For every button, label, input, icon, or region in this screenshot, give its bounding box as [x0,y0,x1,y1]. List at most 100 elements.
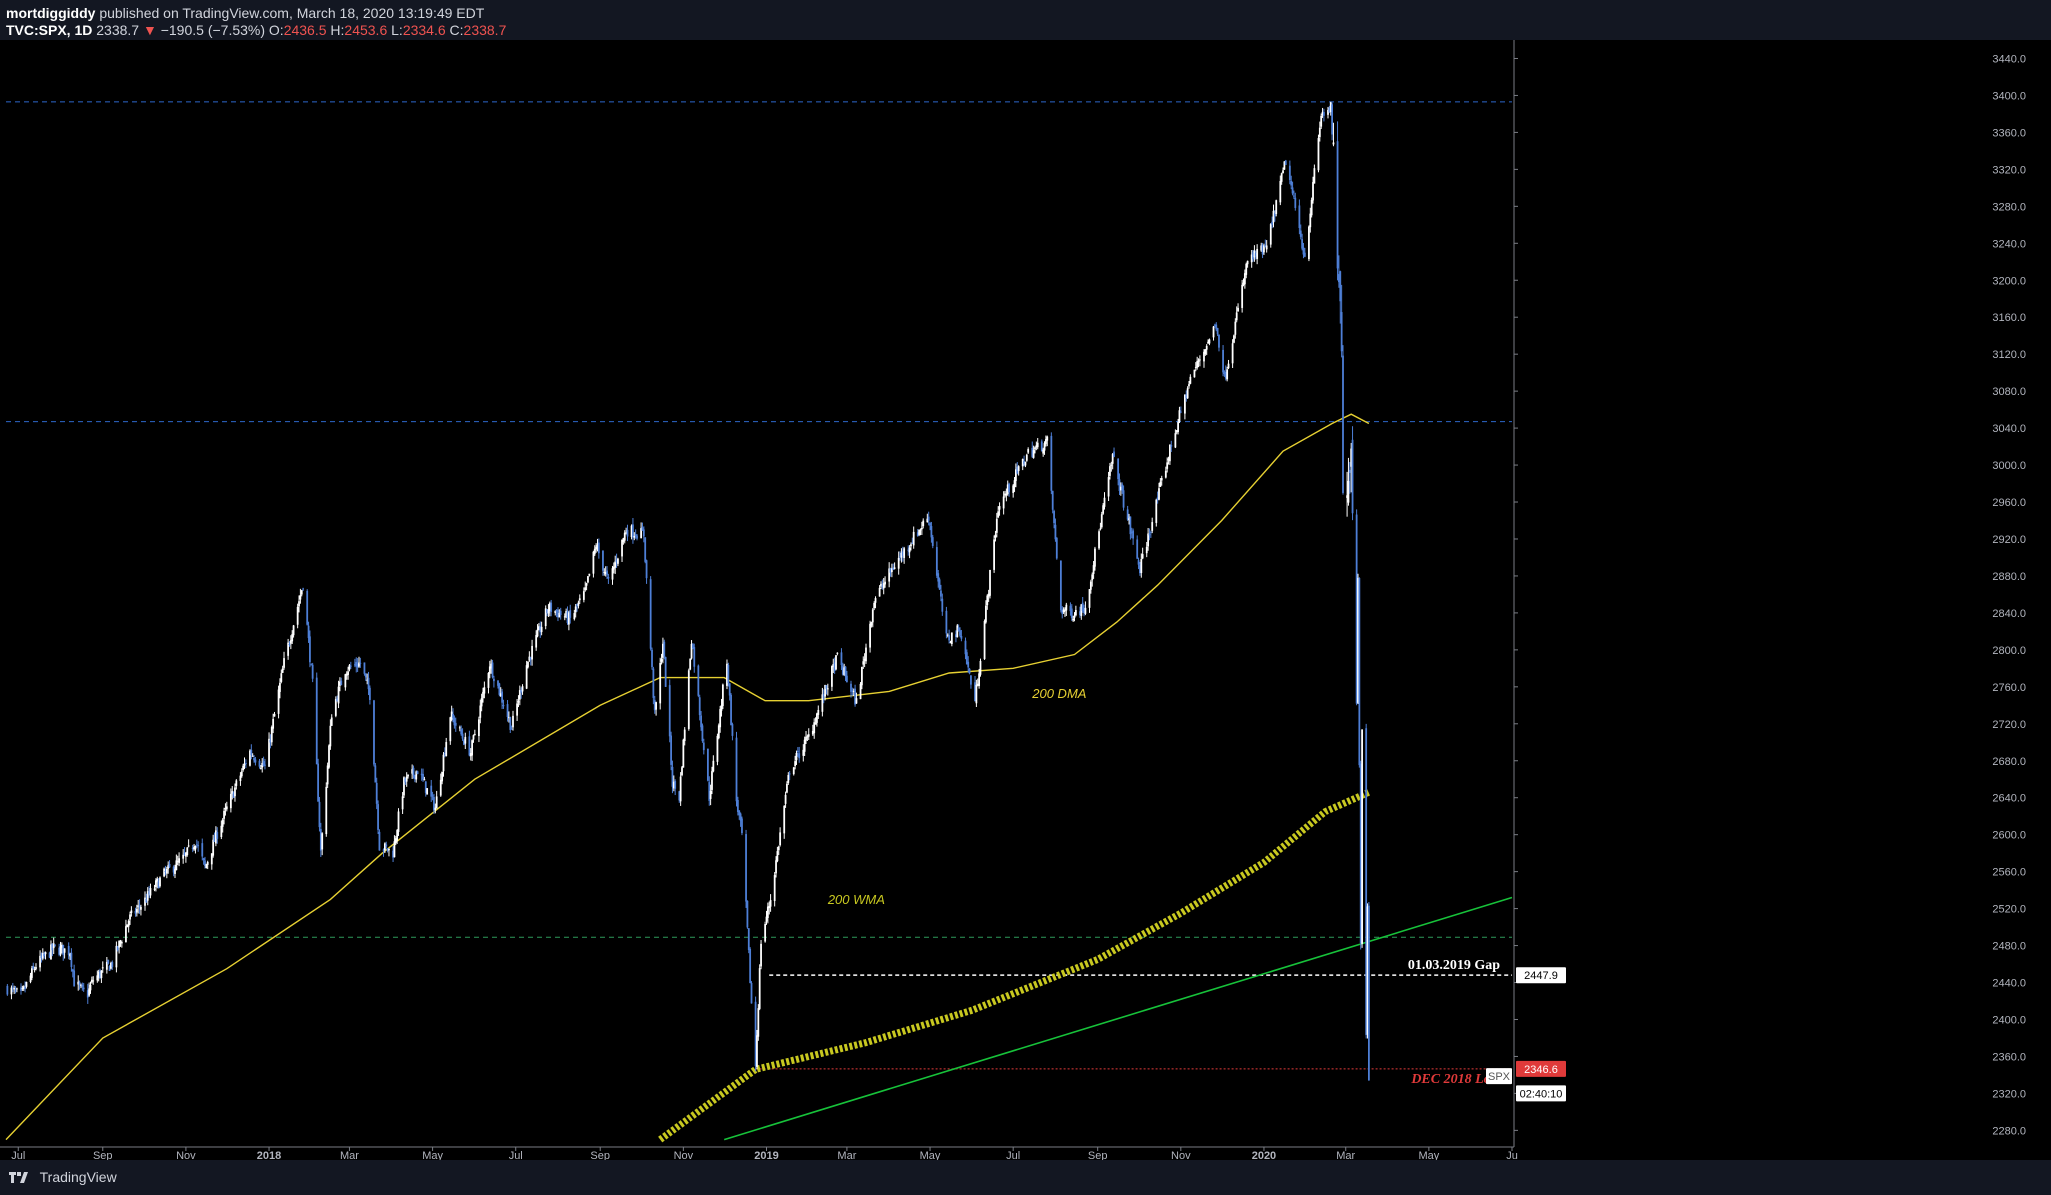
candle-up[interactable] [681,767,683,776]
candle-up[interactable] [690,643,693,659]
candle-up[interactable] [625,532,628,534]
candle-up[interactable] [527,661,529,668]
candle-down[interactable] [452,713,454,719]
candle-up[interactable] [1205,345,1208,350]
candle-down[interactable] [315,677,318,765]
candle-up[interactable] [206,862,209,865]
candle-down[interactable] [134,910,137,914]
candle-up[interactable] [611,568,614,580]
candle-down[interactable] [929,523,931,526]
candle-down[interactable] [1271,221,1274,225]
candle-down[interactable] [1365,728,1368,1036]
candle-down[interactable] [974,682,976,702]
candle-down[interactable] [615,559,618,563]
candle-up[interactable] [1280,173,1283,182]
candle-up[interactable] [221,819,224,827]
candle-down[interactable] [1222,349,1224,373]
candle-up[interactable] [640,528,643,539]
candle-down[interactable] [404,778,407,783]
candle-down[interactable] [741,818,743,834]
candle-up[interactable] [726,663,728,686]
candle-up[interactable] [630,525,633,538]
candle-up[interactable] [167,865,170,869]
candle-up[interactable] [394,838,397,843]
candle-up[interactable] [1017,466,1020,472]
candle-down[interactable] [960,635,963,639]
candle-up[interactable] [1237,307,1239,312]
candle-down[interactable] [318,801,321,828]
candle-up[interactable] [1100,514,1103,528]
candle-down[interactable] [1008,483,1010,493]
candle-down[interactable] [201,843,204,857]
candle-down[interactable] [691,644,694,649]
candle-down[interactable] [1223,372,1226,375]
candle-up[interactable] [329,725,332,747]
candle-up[interactable] [469,753,472,757]
candle-up[interactable] [573,613,576,620]
candle-up[interactable] [441,771,444,782]
candle-down[interactable] [854,688,856,705]
candle-up[interactable] [717,725,720,739]
candle-down[interactable] [520,689,523,693]
candle-down[interactable] [378,831,381,851]
candle-up[interactable] [205,864,208,868]
candle-down[interactable] [412,767,415,776]
candle-down[interactable] [738,810,741,816]
candle-down[interactable] [927,516,930,521]
candle-up[interactable] [1256,248,1259,259]
candle-down[interactable] [697,665,700,696]
candle-down[interactable] [664,657,667,687]
candle-up[interactable] [240,771,243,777]
candle-up[interactable] [871,609,874,623]
candle-down[interactable] [340,680,343,686]
candle-up[interactable] [784,794,787,804]
candle-up[interactable] [836,652,839,654]
candle-down[interactable] [1323,112,1325,116]
candle-up[interactable] [296,606,299,625]
candle-up[interactable] [140,906,142,910]
candle-up[interactable] [760,943,762,967]
candle-up[interactable] [716,735,719,762]
candle-up[interactable] [1062,609,1065,613]
candle-up[interactable] [270,727,273,743]
candle-down[interactable] [336,698,339,701]
candle-up[interactable] [582,591,585,600]
candle-up[interactable] [617,558,619,564]
candle-up[interactable] [1012,485,1015,493]
author-name[interactable]: mortdiggiddy [6,5,96,21]
candle-up[interactable] [1329,102,1332,113]
candle-up[interactable] [1226,369,1229,380]
candle-down[interactable] [670,735,672,765]
candle-up[interactable] [126,924,129,928]
candle-up[interactable] [865,647,867,662]
candle-down[interactable] [81,984,84,987]
candle-down[interactable] [1070,608,1073,618]
candle-up[interactable] [1002,496,1005,509]
candle-down[interactable] [1216,328,1219,335]
candle-down[interactable] [356,664,359,668]
candle-down[interactable] [1016,466,1019,474]
candle-up[interactable] [824,684,827,697]
candle-up[interactable] [535,635,538,648]
candle-down[interactable] [431,795,434,797]
candle-up[interactable] [1197,360,1200,362]
candle-up[interactable] [721,684,724,706]
candle-up[interactable] [1091,574,1094,581]
candle-up[interactable] [779,832,782,846]
candle-up[interactable] [777,846,780,851]
candle-up[interactable] [517,701,520,703]
candle-up[interactable] [231,791,234,795]
candle-up[interactable] [287,642,290,656]
candle-down[interactable] [698,697,701,716]
candle-down[interactable] [1359,763,1362,944]
candle-up[interactable] [1253,250,1256,258]
candle-down[interactable] [1069,605,1072,612]
candle-up[interactable] [69,954,71,957]
candle-up[interactable] [985,605,987,623]
candle-up[interactable] [388,848,390,851]
candle-down[interactable] [367,677,370,690]
candle-up[interactable] [1265,245,1268,250]
candle-up[interactable] [558,612,561,618]
candle-up[interactable] [843,667,846,676]
candle-up[interactable] [77,981,80,985]
